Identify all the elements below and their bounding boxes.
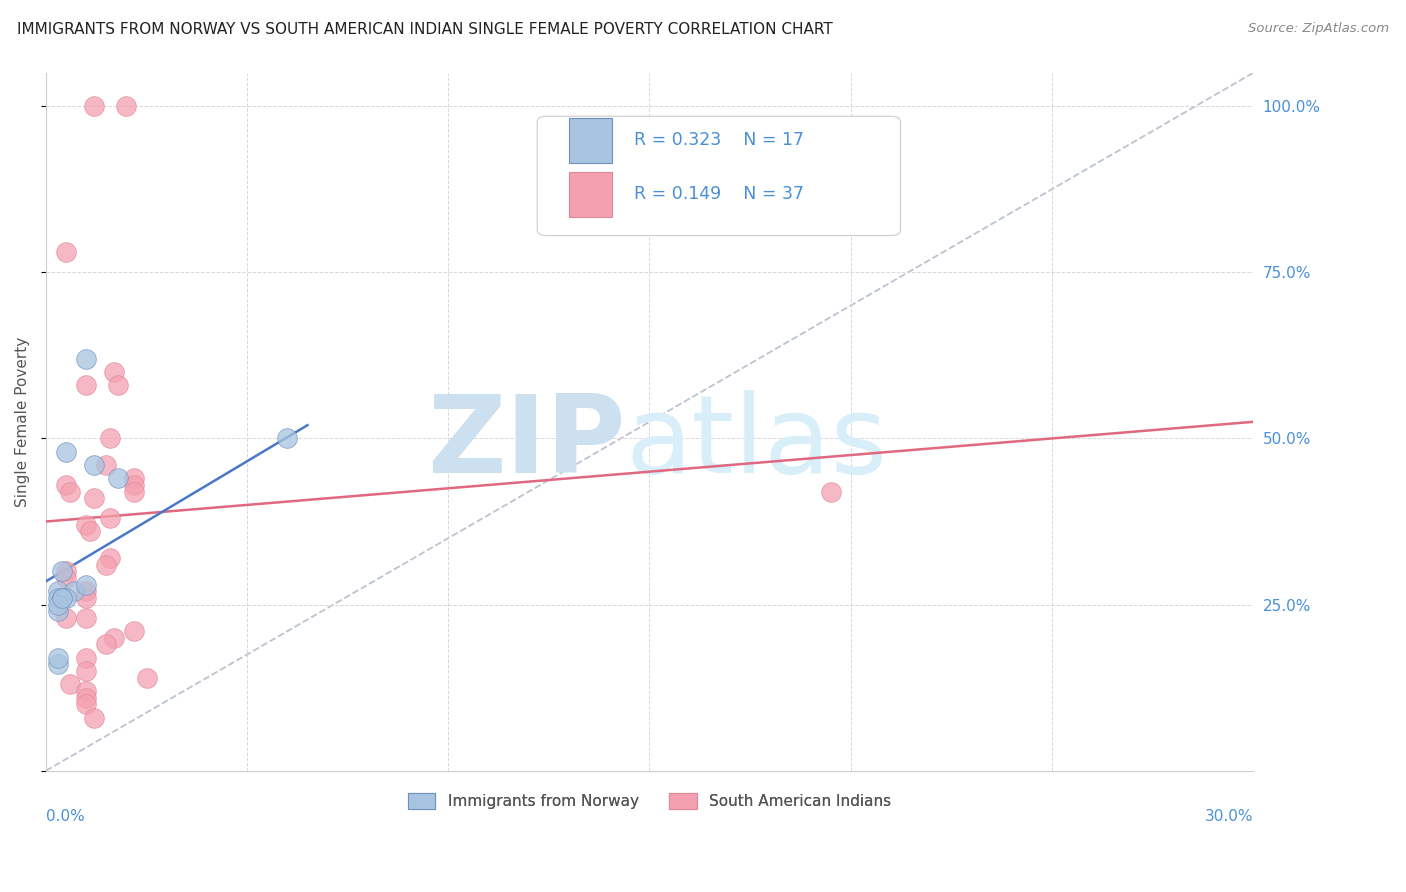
Point [55, 245, 77, 260]
Text: IMMIGRANTS FROM NORWAY VS SOUTH AMERICAN INDIAN SINGLE FEMALE POVERTY CORRELATIO: IMMIGRANTS FROM NORWAY VS SOUTH AMERICAN… [17, 22, 832, 37]
Point [124, 624, 146, 639]
Text: 0.0%: 0.0% [46, 809, 84, 824]
Point [115, 99, 138, 113]
Point [55, 611, 77, 625]
Point [83, 491, 105, 506]
Point [51, 591, 73, 605]
Point [75, 577, 97, 591]
Point [75, 584, 97, 599]
Text: R = 0.323    N = 17: R = 0.323 N = 17 [634, 131, 804, 149]
Point [124, 471, 146, 485]
Point [83, 710, 105, 724]
Point [98, 551, 121, 566]
Point [55, 478, 77, 492]
Point [63, 584, 86, 599]
Point [75, 650, 97, 665]
Point [107, 378, 129, 392]
Point [96, 637, 118, 651]
Point [55, 571, 77, 585]
Point [75, 664, 97, 678]
Point [46, 650, 69, 665]
Point [51, 565, 73, 579]
Point [98, 432, 121, 446]
Point [75, 517, 97, 532]
Point [96, 458, 118, 472]
Point [98, 511, 121, 525]
Point [46, 584, 69, 599]
Text: 30.0%: 30.0% [1205, 809, 1253, 824]
FancyBboxPatch shape [568, 171, 612, 217]
Point [46, 598, 69, 612]
Point [55, 591, 77, 605]
Point [75, 690, 97, 705]
Point [46, 657, 69, 672]
Text: ZIP: ZIP [427, 390, 626, 496]
Point [103, 631, 125, 645]
Point [820, 484, 842, 499]
Point [55, 565, 77, 579]
Point [83, 458, 105, 472]
Legend: Immigrants from Norway, South American Indians: Immigrants from Norway, South American I… [402, 787, 897, 815]
Point [46, 591, 69, 605]
Point [124, 484, 146, 499]
Point [96, 558, 118, 572]
Point [103, 365, 125, 379]
Point [75, 351, 97, 366]
Point [75, 378, 97, 392]
Point [107, 471, 129, 485]
Point [59, 677, 82, 691]
Point [83, 99, 105, 113]
Text: R = 0.149    N = 37: R = 0.149 N = 37 [634, 186, 804, 203]
Point [135, 671, 157, 685]
FancyBboxPatch shape [537, 116, 900, 235]
Point [75, 698, 97, 712]
Point [51, 591, 73, 605]
Text: atlas: atlas [626, 390, 887, 496]
Point [79, 524, 101, 539]
Point [55, 444, 77, 458]
Point [75, 611, 97, 625]
Point [75, 591, 97, 605]
Point [276, 432, 298, 446]
Point [59, 484, 82, 499]
Y-axis label: Single Female Poverty: Single Female Poverty [15, 336, 30, 507]
Point [46, 604, 69, 618]
Point [75, 684, 97, 698]
FancyBboxPatch shape [568, 118, 612, 163]
Point [124, 478, 146, 492]
Text: Source: ZipAtlas.com: Source: ZipAtlas.com [1249, 22, 1389, 36]
